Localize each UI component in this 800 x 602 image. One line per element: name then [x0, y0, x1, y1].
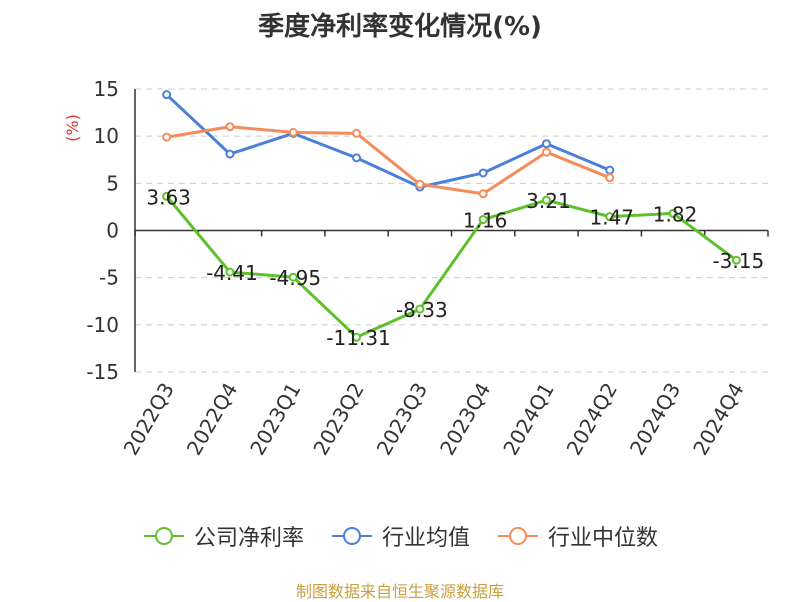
data-label: 1.47: [589, 206, 634, 230]
data-point: [478, 215, 488, 225]
data-label: -8.33: [396, 298, 448, 322]
data-point: [225, 267, 235, 277]
data-point: [605, 212, 615, 222]
data-point: [352, 332, 362, 342]
y-tick-label: 15: [94, 77, 119, 101]
legend: 公司净利率 行业均值 行业中位数: [0, 520, 800, 552]
data-point: [225, 122, 235, 132]
data-label: 1.82: [653, 202, 698, 226]
data-point: [541, 147, 551, 157]
x-tick-label: 2022Q3: [119, 379, 179, 460]
data-point: [352, 128, 362, 138]
legend-item-industry-mean[interactable]: 行业均值: [330, 520, 470, 552]
x-tick-label: 2024Q1: [498, 379, 558, 460]
series-line-2: [166, 125, 611, 196]
legend-mean-line-icon: [331, 527, 372, 545]
data-label: 3.21: [526, 189, 571, 213]
data-label: 1.16: [463, 209, 508, 233]
data-point: [415, 179, 425, 189]
y-axis-title: (%): [63, 114, 82, 142]
x-tick-label: 2023Q2: [308, 379, 368, 460]
data-label: -4.95: [269, 266, 321, 290]
label-layer: 3.63 -4.41 -4.95 -11.31-8.33 1.16 3.21 1.47 1.8…: [146, 185, 764, 350]
legend-company-line-icon: [143, 527, 184, 545]
x-tick-label: 2022Q4: [182, 379, 242, 460]
y-tick-label: 5: [106, 171, 119, 195]
data-point: [225, 149, 235, 159]
data-point: [731, 255, 741, 265]
legend-label-industry-mean: 行业均值: [381, 526, 470, 551]
data-point: [605, 165, 615, 175]
x-tick-label: 2023Q1: [245, 379, 305, 460]
data-label: -3.15: [712, 249, 764, 273]
legend-label-industry-median: 行业中位数: [548, 526, 659, 551]
y-tick-label: -5: [99, 266, 119, 290]
point-layer: [162, 90, 741, 342]
x-tick-label: 2024Q2: [562, 379, 622, 460]
data-point: [478, 168, 488, 178]
data-point: [162, 191, 172, 201]
data-point: [541, 195, 551, 205]
data-label: 3.63: [146, 185, 191, 209]
x-tick-label: 2023Q4: [435, 379, 495, 460]
data-point: [288, 272, 298, 282]
data-point: [288, 127, 298, 137]
legend-label-company: 公司净利率: [193, 526, 304, 551]
y-tick-label: 0: [106, 219, 119, 243]
x-tick-label: 2024Q4: [688, 379, 748, 460]
data-point: [162, 90, 172, 100]
series-line-1: [165, 93, 611, 189]
legend-median-line-icon: [498, 527, 538, 545]
source-note: 制图数据来自恒生聚源数据库: [295, 582, 504, 601]
x-tick-label: 2023Q3: [372, 379, 432, 460]
y-tick-label: -15: [86, 360, 119, 384]
data-point: [478, 189, 488, 199]
data-point: [415, 304, 425, 314]
series-line-0: [165, 195, 738, 339]
data-point: [668, 208, 678, 218]
data-point: [541, 139, 551, 149]
data-point: [605, 173, 615, 183]
chart-title: 季度净利率变化情况(%): [258, 12, 542, 42]
data-point: [352, 153, 362, 163]
data-point: [162, 132, 172, 142]
data-label: -4.41: [206, 261, 258, 285]
line-layer: [165, 93, 738, 339]
x-tick-label: 2024Q3: [625, 379, 685, 460]
data-label: -11.31: [326, 326, 390, 350]
y-tick-label: -10: [86, 313, 119, 337]
y-tick-label: 10: [94, 124, 119, 148]
legend-item-industry-median[interactable]: 行业中位数: [496, 520, 658, 552]
legend-item-company[interactable]: 公司净利率: [142, 520, 304, 552]
